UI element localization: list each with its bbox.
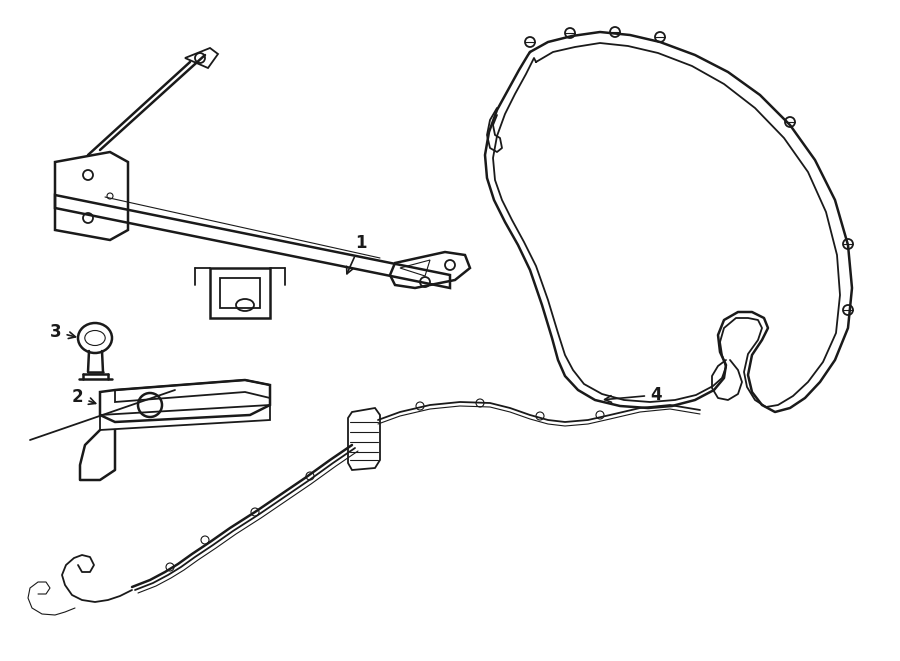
Text: 1: 1 <box>346 234 366 274</box>
Text: 3: 3 <box>50 323 76 341</box>
Text: 4: 4 <box>605 386 662 404</box>
Text: 2: 2 <box>72 388 95 406</box>
